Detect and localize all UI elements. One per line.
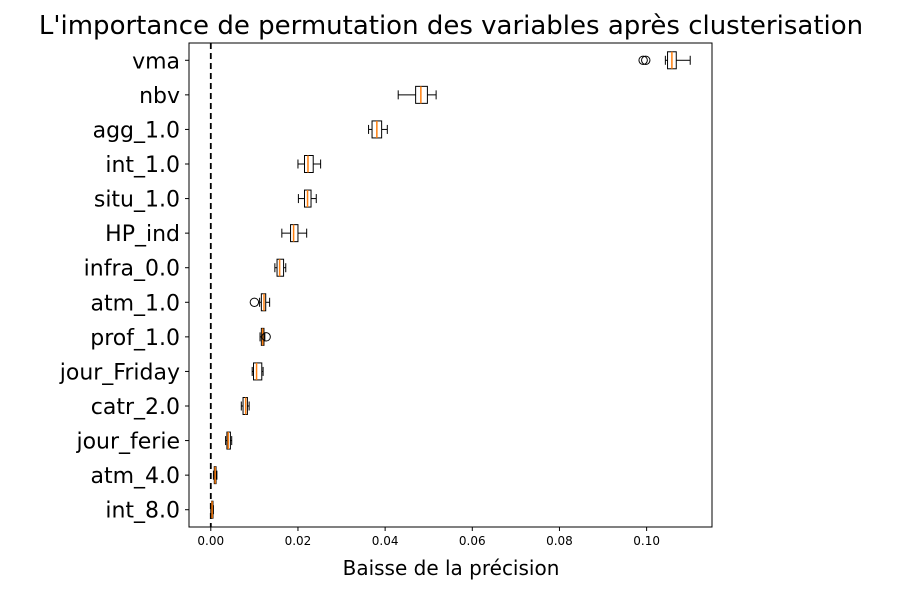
outlier-point: [261, 332, 271, 342]
outlier-point: [638, 55, 648, 65]
y-tick-label: int_8.0: [105, 499, 180, 524]
y-tick-label: atm_4.0: [90, 464, 180, 489]
y-tick-label: infra_0.0: [84, 257, 180, 282]
chart-title: L'importance de permutation des variable…: [39, 11, 863, 41]
plot-area: 0.00 0.02 0.04 0.06 0.08 0.10 vma nbv agg_1.0int…: [59, 42, 713, 548]
y-tick-label: agg_1.0: [93, 118, 180, 143]
y-tick-label: nbv: [139, 84, 180, 109]
y-tick-label: situ_1.0: [94, 188, 180, 213]
box-jour_Friday: [253, 362, 263, 381]
y-tick-label: vma: [132, 49, 180, 74]
y-tick-label: catr_2.0: [91, 395, 180, 420]
x-tick-label: 0.00: [197, 534, 224, 548]
x-tick-label: 0.10: [633, 534, 660, 548]
x-tick-label: 0.02: [285, 534, 312, 548]
x-tick-label: 0.08: [546, 534, 573, 548]
box-int_1.0: [303, 155, 314, 173]
y-tick-label: jour_ferie: [75, 430, 180, 455]
outlier-point: [249, 297, 260, 307]
y-tick-label: prof_1.0: [90, 326, 180, 351]
x-tick-label: 0.04: [372, 534, 399, 548]
y-tick-label: int_1.0: [105, 153, 180, 178]
axes-frame: [188, 42, 713, 528]
y-tick-label: HP_ind: [105, 222, 180, 247]
x-axis-label: Baisse de la précision: [343, 556, 560, 580]
y-tick-label: jour_Friday: [59, 360, 180, 385]
x-tick-label: 0.06: [459, 534, 486, 548]
outlier-point: [641, 55, 651, 65]
y-tick-label: atm_1.0: [90, 291, 180, 316]
